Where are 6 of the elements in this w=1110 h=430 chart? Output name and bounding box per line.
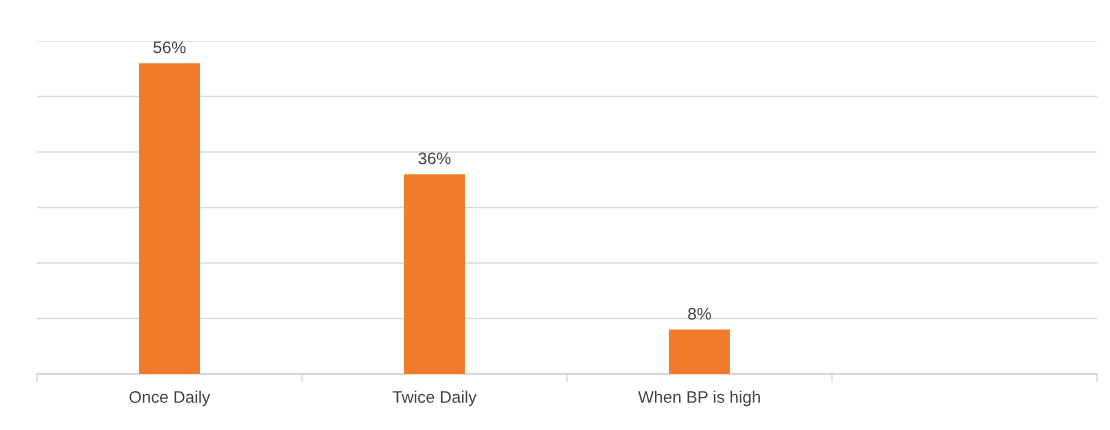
data-label: 36% [418, 152, 451, 165]
x-tick-label: Once Daily [129, 390, 211, 407]
x-tick-label: Twice Daily [392, 390, 477, 407]
x-tick-label: When BP is high [638, 390, 760, 407]
data-label: 56% [153, 41, 186, 54]
data-label: 8% [688, 307, 711, 320]
